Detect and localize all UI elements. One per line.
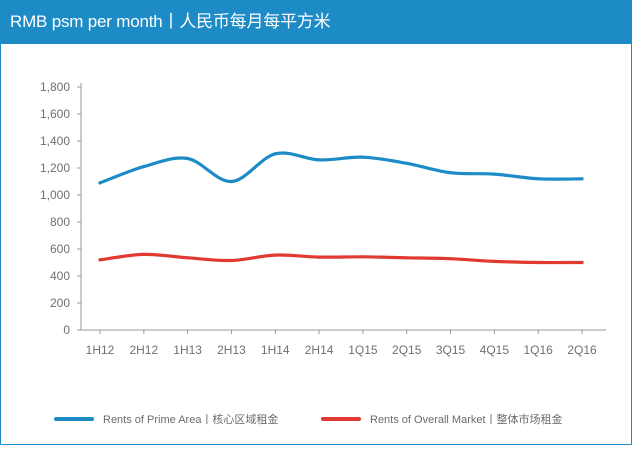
x-tick-label: 2Q16: [567, 343, 597, 357]
data-point-prime-area: [317, 158, 321, 162]
y-tick-label: 800: [50, 215, 70, 229]
x-tick-label: 1Q16: [524, 343, 554, 357]
data-point-overall-market: [536, 260, 540, 265]
chart-frame: RMB psm per month丨人民币每月每平方米 0 200 400 600 80…: [0, 0, 632, 445]
y-tick-label: 0: [63, 323, 70, 337]
x-tick-label: 3Q15: [436, 343, 466, 357]
data-point-overall-market: [317, 255, 321, 259]
data-point-overall-market: [361, 255, 365, 259]
series-lines: [98, 151, 584, 265]
y-tick-label: 400: [50, 269, 70, 283]
y-tick-label: 1,200: [40, 161, 70, 175]
data-point-overall-market: [142, 252, 146, 256]
legend-label-overall: Rents of Overall Market丨整体市场租金: [370, 414, 563, 426]
y-tick-label: 1,800: [40, 80, 70, 94]
data-point-prime-area: [405, 161, 409, 165]
data-point-overall-market: [273, 253, 277, 257]
line-chart: 0 200 400 600 800 1,000 1,200 1,400 1,600 1,800 1…: [40, 80, 606, 357]
data-point-overall-market: [229, 258, 234, 263]
series-line-prime-area: [98, 151, 584, 185]
x-tick-label: 2H12: [129, 343, 158, 357]
x-tick-label: 1H13: [173, 343, 202, 357]
y-tick-label: 1,400: [40, 134, 70, 148]
x-tick-label: 4Q15: [480, 343, 510, 357]
x-tick-label: 2H14: [305, 343, 334, 357]
data-point-overall-market: [98, 258, 102, 262]
legend-label-prime: Rents of Prime Area丨核心区域租金: [103, 414, 279, 426]
data-point-overall-market: [405, 256, 409, 260]
data-point-prime-area: [186, 156, 190, 161]
data-point-prime-area: [361, 155, 365, 159]
data-point-overall-market: [580, 260, 584, 265]
y-tick-label: 600: [50, 242, 70, 256]
x-tick-label: 1H12: [86, 343, 115, 357]
data-point-prime-area: [142, 165, 146, 169]
chart-title: RMB psm per month丨人民币每月每平方米: [10, 12, 331, 31]
data-point-prime-area: [273, 152, 277, 156]
x-tick-label: 2Q15: [392, 343, 422, 357]
chart-header: RMB psm per month丨人民币每月每平方米: [1, 1, 631, 44]
data-point-prime-area: [448, 171, 453, 175]
data-point-prime-area: [580, 177, 584, 181]
data-point-overall-market: [448, 257, 453, 261]
x-tick-label: 1H14: [261, 343, 290, 357]
data-point-prime-area: [492, 172, 496, 176]
y-tick-label: 1,600: [40, 107, 70, 121]
y-tick-label: 1,000: [40, 188, 70, 202]
x-tick-label: 1Q15: [348, 343, 378, 357]
legend-swatch-prime: [54, 417, 94, 421]
data-point-overall-market: [186, 256, 190, 260]
data-point-prime-area: [229, 179, 234, 184]
x-tick-label: 2H13: [217, 343, 246, 357]
x-axis: 1H12 2H12 1H13 2H13 1H14 2H14 1Q15 2Q15 3Q15 4Q15…: [81, 329, 606, 357]
series-line-overall-market: [98, 252, 584, 265]
data-point-prime-area: [98, 181, 102, 185]
data-point-overall-market: [492, 259, 496, 263]
legend-swatch-overall: [321, 417, 361, 421]
y-tick-label: 200: [50, 296, 70, 310]
y-axis: 0 200 400 600 800 1,000 1,200 1,400 1,600 1,800: [40, 80, 82, 337]
data-point-prime-area: [536, 177, 540, 181]
